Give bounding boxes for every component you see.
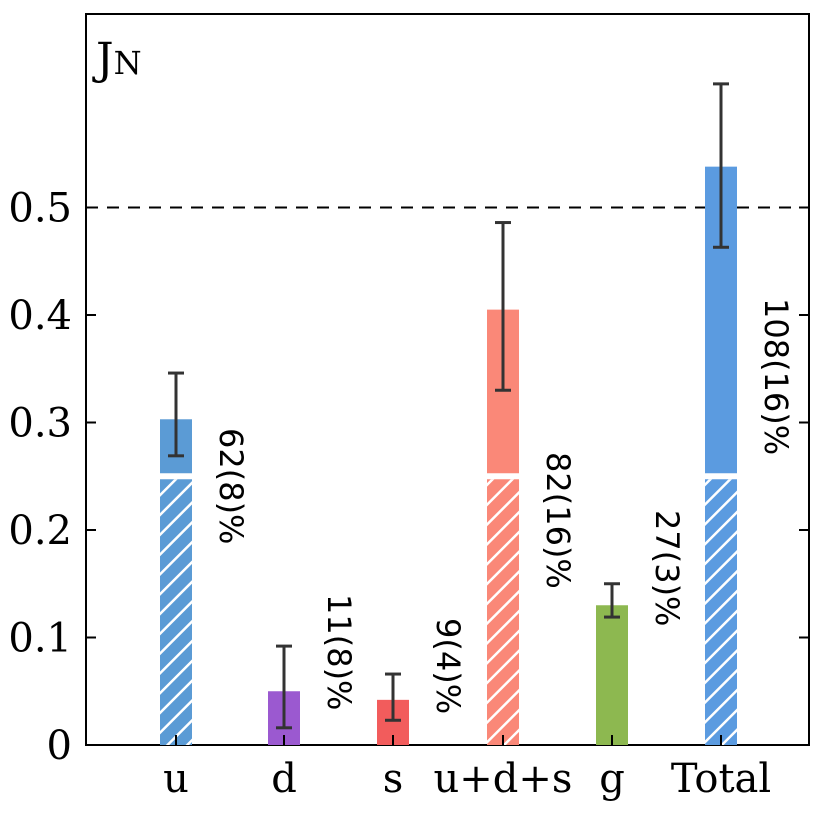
category-label: u+d+s <box>434 756 573 802</box>
y-tick-label: 0 <box>47 723 72 769</box>
percent-label: 82(16)% <box>539 452 577 589</box>
percent-label: 11(8)% <box>320 594 358 710</box>
category-label: Total <box>671 756 771 802</box>
panel-label-sub: N <box>114 44 142 82</box>
percent-label: 108(16)% <box>757 298 795 455</box>
y-tick-label: 0.3 <box>8 401 72 447</box>
category-label: u <box>163 756 189 802</box>
y-tick-label: 0.1 <box>8 616 72 662</box>
category-label: g <box>599 756 625 802</box>
hatch-overlay <box>160 479 192 745</box>
category-label: d <box>271 756 297 802</box>
y-tick-label: 0.5 <box>8 186 72 232</box>
panel-label-main: J <box>92 34 114 85</box>
y-tick-label: 0.4 <box>8 293 72 339</box>
percent-label: 27(3)% <box>648 510 686 626</box>
hatch-overlay <box>487 479 519 745</box>
hatch-overlay <box>705 479 737 745</box>
y-tick-label: 0.2 <box>8 508 72 554</box>
bar-g <box>596 605 628 745</box>
plot-frame <box>85 13 810 746</box>
panel-label: JN <box>92 34 142 85</box>
percent-label: 62(8)% <box>212 428 250 544</box>
percent-label: 9(4)% <box>429 618 467 714</box>
category-label: s <box>383 756 404 802</box>
